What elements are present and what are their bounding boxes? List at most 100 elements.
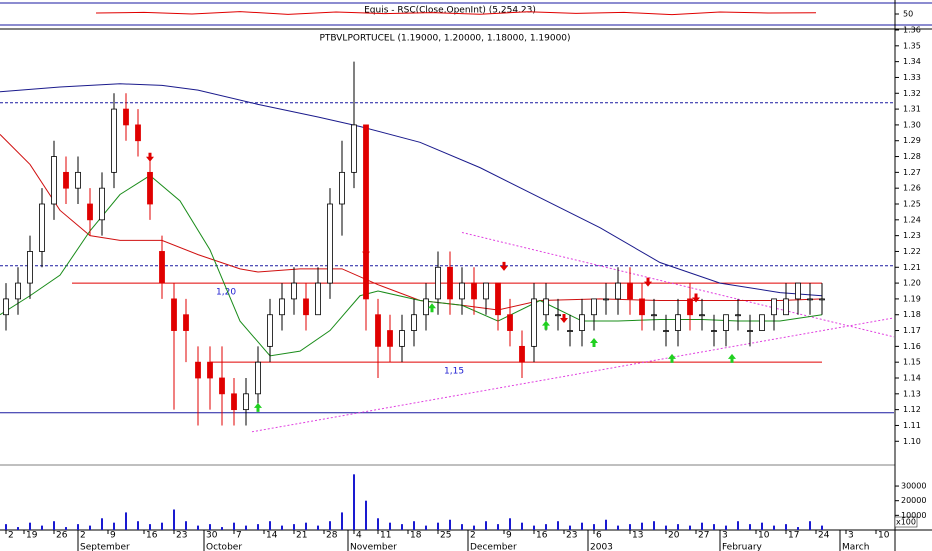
candle-body (87, 203, 93, 221)
moving-average (0, 83, 823, 297)
y-tick-label: 1.25 (903, 200, 921, 209)
level-label: 1,20 (216, 288, 236, 298)
y-tick-label: 1.15 (903, 358, 921, 367)
candle-body (795, 282, 801, 300)
y-tick-label: 1.18 (903, 310, 921, 319)
x-tick-label: 16 (536, 531, 548, 541)
candle-body (75, 171, 81, 189)
indicator-line (95, 11, 817, 16)
candle-body (123, 108, 129, 126)
signal-arrow (146, 152, 154, 162)
y-tick-label: 1.26 (903, 184, 921, 193)
x-tick-label: 24 (818, 531, 830, 541)
moving-average (0, 174, 823, 357)
month-label: March (842, 543, 869, 551)
y-tick-label: 1.32 (903, 89, 921, 98)
x-tick-label: 11 (380, 531, 391, 541)
candle-body (3, 298, 9, 316)
y-tick-label: 20000 (901, 496, 926, 505)
x-tick-label: 21 (296, 531, 307, 541)
candle-body (255, 361, 261, 395)
x-tick-label: 9 (506, 531, 512, 541)
candle-body (279, 298, 285, 316)
candle-body (447, 266, 453, 300)
x-tick-label: 20 (668, 531, 680, 541)
x-tick-label: 9 (110, 531, 116, 541)
level-label: 1,15 (444, 367, 464, 377)
candle-body (663, 330, 669, 332)
x-tick-label: 10 (758, 531, 770, 541)
y-tick-label: 1.29 (903, 136, 921, 145)
y-tick-label: 1.10 (903, 437, 921, 446)
chart-title: PTBVLPORTUCEL (1.19000, 1.20000, 1.18000… (319, 34, 570, 44)
signal-arrow (590, 338, 598, 348)
signal-arrow (362, 247, 370, 257)
candle-body (207, 361, 213, 379)
candle-body (387, 330, 393, 347)
candle-body (363, 124, 369, 300)
x-tick-label: 26 (56, 531, 68, 541)
candle-body (639, 298, 645, 316)
candle-body (543, 298, 549, 316)
x-tick-label: 16 (146, 531, 158, 541)
signal-arrow (428, 303, 436, 313)
candle-body (63, 171, 69, 189)
candle-body (459, 282, 465, 300)
candle-body (15, 282, 21, 300)
signal-arrow (644, 277, 652, 287)
y-tick-label: 1.23 (903, 231, 921, 240)
candle-body (651, 314, 657, 317)
candle-body (783, 298, 789, 316)
candle-body (315, 282, 321, 316)
x-tick-label: 3 (722, 531, 728, 541)
candle-body (375, 314, 381, 347)
candle-body (243, 393, 249, 411)
y-tick-label: 1.28 (903, 152, 921, 161)
candle-body (471, 282, 477, 300)
y-tick-label: 1.19 (903, 294, 921, 303)
candle-body (687, 298, 693, 316)
candle-body (531, 298, 537, 347)
candle-body (147, 171, 153, 205)
y-tick-label: 1.21 (903, 263, 921, 272)
x-tick-label: 14 (266, 531, 278, 541)
y-tick-label: 30000 (901, 482, 926, 491)
candle-body (351, 124, 357, 173)
y-tick-label: 1.14 (903, 374, 921, 383)
y-tick-label: 1.35 (903, 41, 921, 50)
candle-body (183, 314, 189, 331)
candle-body (627, 282, 633, 300)
signal-arrow (728, 353, 736, 363)
candle-body (51, 156, 57, 205)
candle-body (711, 330, 717, 332)
x-tick-label: 7 (236, 531, 242, 541)
month-label: February (722, 543, 763, 551)
y-tick-label: 1.22 (903, 247, 921, 256)
y-tick-label: 1.16 (903, 342, 921, 351)
y-tick-label: 50 (903, 10, 913, 19)
x-tick-label: 3 (848, 531, 854, 541)
y-tick-label: 1.34 (903, 57, 921, 66)
candle-body (27, 251, 33, 284)
y-tick-label: 1.33 (903, 73, 921, 82)
month-label: December (470, 543, 517, 551)
signal-arrow (254, 402, 262, 412)
candle-body (519, 345, 525, 363)
candle-body (579, 314, 585, 331)
candle-body (99, 187, 105, 221)
y-tick-label: 1.17 (903, 326, 921, 335)
month-label: September (80, 543, 130, 551)
candle-body (603, 298, 609, 301)
x-tick-label: 30 (206, 531, 218, 541)
y-tick-label: 1.24 (903, 215, 921, 224)
candle-body (423, 298, 429, 316)
candle-body (219, 377, 225, 395)
month-label: October (206, 543, 242, 551)
y-tick-label: 1.27 (903, 168, 921, 177)
unit-box (894, 516, 918, 528)
x-tick-label: 10 (878, 531, 890, 541)
month-label: 2003 (590, 543, 613, 551)
signal-arrow (692, 293, 700, 303)
